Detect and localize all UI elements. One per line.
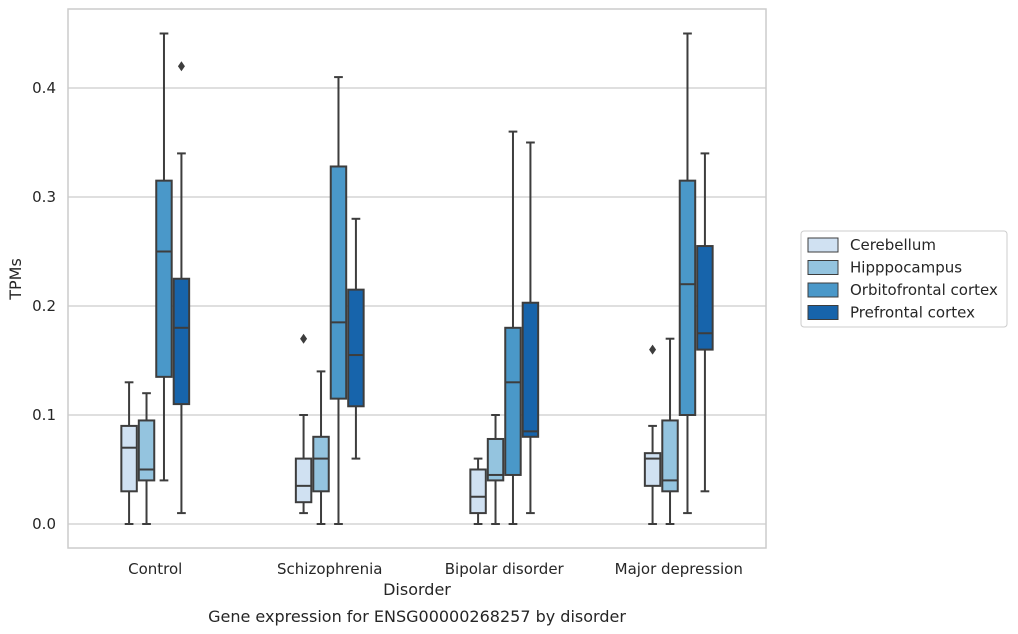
box-iqr	[643, 452, 662, 487]
box-iqr	[504, 326, 522, 476]
x-axis-label: Disorder	[383, 580, 451, 599]
box-iqr	[661, 419, 679, 493]
x-tick-label: Schizophrenia	[277, 560, 382, 578]
box-prefrontal-cortex	[347, 217, 365, 460]
boxes-layer	[120, 32, 714, 525]
legend-label: Hipppocampus	[850, 259, 962, 277]
box-orbitofrontal-cortex	[678, 32, 697, 515]
x-tick-label: Control	[128, 560, 182, 578]
box-iqr	[486, 437, 505, 482]
box-iqr	[347, 288, 365, 408]
box-orbitofrontal-cortex	[329, 76, 348, 525]
legend-frame	[800, 230, 1008, 328]
y-tick-label: 0.1	[32, 406, 56, 424]
outlier-point	[300, 333, 308, 344]
box-iqr	[329, 165, 348, 400]
legend-label: Orbitofrontal cortex	[850, 281, 998, 299]
box-hipppocampus	[486, 414, 505, 525]
y-tick-label: 0.2	[32, 297, 56, 315]
box-hipppocampus	[312, 370, 330, 525]
box-hipppocampus	[137, 392, 156, 525]
box-cerebellum	[643, 344, 662, 525]
x-tick-label: Major depression	[615, 560, 743, 578]
box-iqr	[312, 435, 330, 493]
legend-label: Cerebellum	[850, 236, 936, 254]
figure-caption: Gene expression for ENSG00000268257 by d…	[208, 607, 626, 626]
box-cerebellum	[120, 381, 138, 525]
legend-swatch	[807, 237, 839, 253]
box-prefrontal-cortex	[521, 141, 540, 515]
y-tick-label: 0.4	[32, 79, 56, 97]
box-prefrontal-cortex	[172, 61, 191, 515]
outlier-point	[177, 61, 185, 72]
box-orbitofrontal-cortex	[155, 32, 173, 482]
x-tick-labels: Control Schizophrenia Bipolar disorder Majo…	[128, 560, 743, 578]
legend: Cerebellum Hipppocampus Orbitofrontal cort…	[800, 230, 1008, 328]
y-tick-label: 0.0	[32, 515, 56, 533]
box-cerebellum	[294, 333, 313, 515]
y-axis-label: TPMs	[6, 258, 25, 301]
box-iqr	[696, 245, 714, 351]
box-iqr	[120, 424, 138, 493]
box-iqr	[521, 301, 540, 438]
x-tick-label: Bipolar disorder	[445, 560, 565, 578]
legend-swatch	[807, 305, 839, 320]
box-cerebellum	[469, 457, 487, 525]
legend-label: Prefrontal cortex	[850, 304, 975, 322]
box-iqr	[678, 179, 697, 416]
box-orbitofrontal-cortex	[504, 130, 522, 525]
box-iqr	[172, 277, 191, 406]
outlier-point	[649, 344, 657, 355]
box-iqr	[137, 419, 156, 482]
box-iqr	[469, 468, 487, 515]
box-prefrontal-cortex	[696, 152, 714, 493]
box-iqr	[155, 179, 173, 378]
legend-swatch	[807, 282, 839, 298]
box-hipppocampus	[661, 337, 679, 525]
legend-swatch	[807, 260, 839, 275]
box-iqr	[294, 457, 313, 504]
y-tick-label: 0.3	[32, 188, 56, 206]
y-tick-labels: 0.0 0.1 0.2 0.3 0.4	[32, 79, 56, 533]
